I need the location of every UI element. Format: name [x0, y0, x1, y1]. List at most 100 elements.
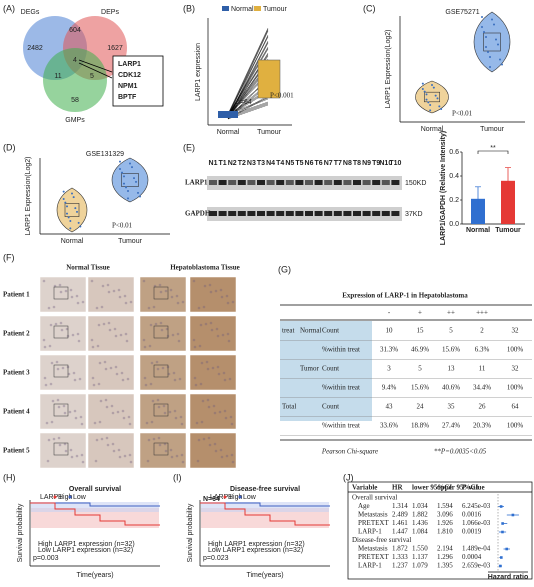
texture [225, 454, 229, 458]
texture [220, 295, 224, 299]
curve-label: Low LARP1 expression (n=32) [208, 547, 303, 554]
lane-label: N3 [247, 160, 256, 167]
lane-label: T3 [257, 160, 265, 167]
table-cell: 20.3% [473, 422, 491, 430]
texture [103, 360, 107, 364]
table-cell: 2.194 [437, 545, 453, 553]
lane-label: T5 [295, 160, 303, 167]
texture [104, 398, 108, 402]
table-cell: 5 [449, 327, 453, 335]
texture [111, 442, 115, 446]
texture [127, 415, 131, 419]
band [228, 180, 237, 185]
texture [93, 421, 97, 425]
point [139, 195, 141, 198]
table-cell: 1.461 [392, 519, 408, 527]
table-cell: Total [282, 403, 296, 411]
table-header: +++ [476, 309, 488, 317]
tissue-image [87, 315, 135, 352]
texture [120, 371, 124, 375]
table-cell: 1.926 [437, 519, 453, 527]
texture [230, 422, 234, 426]
texture [79, 415, 83, 419]
table-cell: 9.4% [382, 384, 397, 392]
table-cell: 34.4% [473, 384, 491, 392]
table-cell: 15.6% [411, 384, 429, 392]
texture [69, 288, 73, 292]
table-cell: 18.8% [411, 422, 429, 430]
hr-point [505, 547, 509, 551]
band [324, 180, 333, 185]
zoom-box [153, 325, 169, 339]
lane-label: N10 [379, 160, 392, 167]
texture [113, 327, 117, 331]
texture [124, 301, 128, 305]
table-cell: 1.333 [392, 553, 408, 561]
lane-label: N4 [266, 160, 275, 167]
texture [47, 306, 51, 310]
table-cell: 1.296 [437, 553, 453, 561]
texture [157, 436, 161, 440]
texture [54, 322, 58, 326]
point [423, 90, 426, 93]
lane-label: T8 [353, 160, 361, 167]
texture [75, 454, 79, 458]
arrow [78, 62, 113, 79]
texture [43, 376, 47, 380]
texture [226, 301, 230, 305]
band [314, 180, 323, 185]
texture [155, 360, 159, 364]
point [71, 192, 73, 195]
band [333, 211, 342, 216]
texture [171, 333, 175, 337]
point [493, 23, 495, 26]
zoom-box [153, 286, 169, 300]
table-header: P-value [462, 484, 485, 492]
column-header: Hepatoblastoma Tissue [170, 264, 240, 272]
hr-point [500, 556, 503, 559]
point [67, 216, 70, 219]
x-tick-label: Tumour [118, 238, 143, 245]
texture [214, 449, 218, 453]
curve-label: High LARP1 expression (n=32) [208, 541, 305, 548]
point [127, 197, 129, 200]
texture [49, 382, 53, 386]
point [125, 186, 127, 189]
point [77, 221, 80, 224]
texture [200, 361, 204, 365]
table-cell: 24 [417, 403, 425, 411]
pair-line [227, 47, 269, 117]
hr-point [511, 513, 515, 517]
table-cell: 100% [507, 422, 524, 430]
table-cell: 26 [479, 403, 487, 411]
row-label: Patient 5 [3, 447, 30, 455]
band [285, 180, 294, 185]
texture [47, 438, 51, 442]
texture [114, 334, 118, 338]
point [432, 86, 435, 89]
size-label: 150KD [405, 180, 426, 187]
x-tick-label: Normal [466, 227, 490, 234]
point [123, 175, 125, 178]
texture [199, 323, 203, 327]
x-tick-label: Tumour [257, 129, 282, 136]
y-label: Survival probability [187, 503, 194, 562]
band [257, 211, 265, 216]
significance: ** [490, 145, 496, 152]
point [64, 201, 67, 204]
x-tick-label: Normal [217, 129, 240, 136]
texture [204, 322, 208, 326]
panel-label: (F) [3, 252, 15, 262]
hr-point [499, 505, 503, 508]
table-cell: 1.034 [412, 502, 428, 510]
table-cell: Metastasis [358, 511, 388, 519]
chart-title: Overall survival [69, 486, 121, 493]
table-cell: 1.066e-03 [462, 519, 491, 527]
texture [71, 333, 75, 337]
table-frame [347, 481, 533, 580]
y-tick-label: 0.2 [449, 197, 459, 204]
point [436, 97, 439, 100]
gene: CDK12 [118, 72, 141, 79]
texture [58, 283, 62, 287]
texture [63, 442, 67, 446]
